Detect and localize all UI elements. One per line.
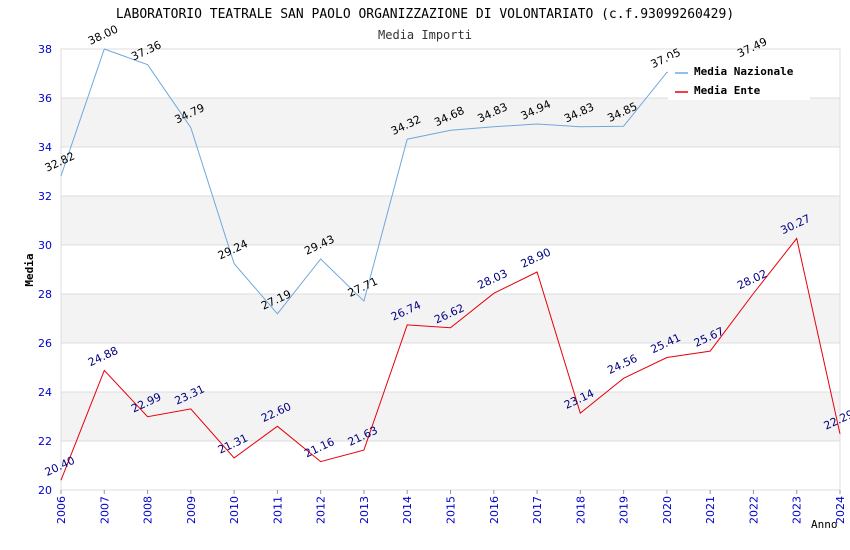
x-tick-label: 2023 — [791, 496, 804, 524]
x-tick-label: 2011 — [271, 496, 284, 524]
y-tick-label: 26 — [38, 337, 52, 350]
x-tick-label: 2009 — [185, 496, 198, 524]
series-line-0 — [60, 48, 754, 315]
grid-band — [61, 294, 840, 343]
grid-bands — [61, 98, 840, 441]
x-tick-label: 2007 — [98, 496, 111, 524]
x-tick-label: 2018 — [574, 496, 587, 524]
y-tick-label: 20 — [38, 484, 52, 497]
legend-label-nazionale: Media Nazionale — [694, 65, 794, 78]
data-label: 28.90 — [519, 246, 553, 271]
x-tick-label: 2008 — [142, 496, 155, 524]
x-tick-label: 2017 — [531, 496, 544, 524]
y-tick-label: 36 — [38, 92, 52, 105]
data-label: 37.36 — [129, 38, 163, 63]
x-axis-label: Anno — [811, 518, 838, 531]
y-tick-label: 24 — [38, 386, 52, 399]
legend-label-ente: Media Ente — [694, 84, 761, 97]
chart-subtitle: Media Importi — [378, 28, 472, 42]
grid-band — [61, 196, 840, 245]
grid-band — [61, 392, 840, 441]
y-tick-label: 38 — [38, 43, 52, 56]
x-tick-label: 2024 — [834, 496, 847, 524]
y-tick-label: 32 — [38, 190, 52, 203]
series-lines — [60, 48, 841, 481]
y-axis-label: Media — [23, 253, 36, 286]
data-label: 24.88 — [86, 344, 120, 369]
series-line-1 — [60, 237, 841, 481]
y-tick-label: 22 — [38, 435, 52, 448]
y-axis-ticks: 20 22 24 26 28 30 32 34 36 38 — [38, 43, 52, 497]
x-tick-label: 2015 — [445, 496, 458, 524]
y-tick-label: 30 — [38, 239, 52, 252]
x-tick-label: 2013 — [358, 496, 371, 524]
data-label: 20.40 — [43, 454, 77, 479]
x-tick-label: 2012 — [315, 496, 328, 524]
chart-title: LABORATORIO TEATRALE SAN PAOLO ORGANIZZA… — [116, 7, 734, 22]
x-tick-label: 2021 — [704, 496, 717, 524]
x-tick-label: 2006 — [55, 496, 68, 524]
y-tick-label: 34 — [38, 141, 52, 154]
data-label: 38.00 — [86, 23, 120, 48]
grid-band — [61, 98, 840, 147]
x-tick-label: 2010 — [228, 496, 241, 524]
legend-box — [668, 58, 810, 100]
x-axis-ticks: 2006 2007 2008 2009 2010 2011 2012 2013 2014 2015… — [55, 490, 847, 524]
x-tick-label: 2019 — [618, 496, 631, 524]
x-tick-label: 2016 — [488, 496, 501, 524]
data-label: 28.02 — [735, 267, 769, 292]
x-tick-label: 2014 — [401, 496, 414, 524]
x-tick-label: 2022 — [747, 496, 760, 524]
y-tick-label: 28 — [38, 288, 52, 301]
x-tick-label: 2020 — [661, 496, 674, 524]
legend: Media Nazionale Media Ente — [668, 58, 810, 100]
data-label: 37.49 — [735, 35, 769, 60]
